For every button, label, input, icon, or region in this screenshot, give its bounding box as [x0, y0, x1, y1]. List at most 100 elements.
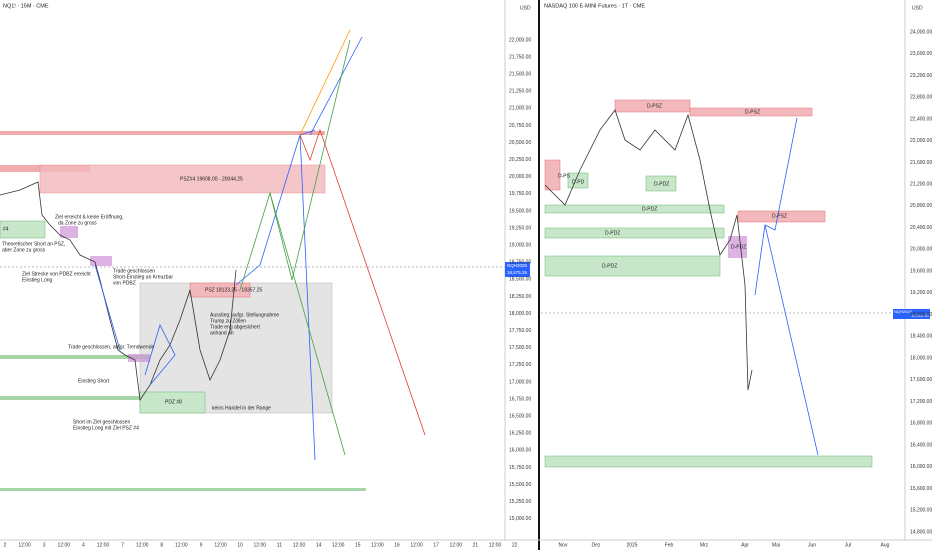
zone	[60, 226, 78, 238]
annotation: Short-Einstieg an Kreuzbar	[113, 274, 173, 280]
price-line	[0, 181, 237, 402]
zone	[614, 99, 691, 113]
price-axis-label: 17,500.00	[509, 345, 531, 351]
annotation: Einstieg Short	[78, 378, 110, 384]
time-axis-label: 8	[160, 542, 163, 548]
annotation: von PDBZ	[113, 280, 136, 286]
annotation: PDZ #8	[165, 399, 182, 405]
zone	[0, 488, 366, 491]
zone	[128, 354, 150, 362]
time-axis-label: 12:00	[332, 542, 345, 548]
price-label: 18,575.25	[507, 270, 528, 275]
time-axis-label: 14	[316, 542, 322, 548]
annotation: da Zone zu gross	[58, 220, 97, 226]
annotation: D-PSZ	[772, 213, 787, 219]
zone	[544, 227, 725, 239]
time-axis-label: 7	[121, 542, 124, 548]
time-axis-label: 17	[433, 542, 439, 548]
price-axis-label: 24,000.00	[910, 29, 932, 35]
annotation: Short im Ziel geschlossen	[73, 419, 130, 425]
price-axis-label: 15,000.00	[509, 516, 531, 522]
annotation: PSZ#4 19608.00 - 20044.25	[180, 176, 243, 182]
price-axis-label: 22,800.00	[910, 95, 932, 101]
zone	[689, 107, 813, 117]
time-axis-label: 12:00	[58, 542, 71, 548]
time-axis-label: 12:00	[254, 542, 267, 548]
annotation: Ausstieg: aufgr. Stellungnahme	[210, 312, 279, 318]
price-axis-label: 16,500.00	[509, 414, 531, 420]
chart-title: NASDAQ 100 E-MINI Futures · 1T · CME	[544, 3, 645, 9]
time-axis-label: 12:00	[450, 542, 463, 548]
zone	[567, 172, 589, 189]
annotation: aber Zone zu gross	[2, 247, 46, 253]
annotation: D-PS	[558, 173, 571, 179]
annotation: Trade geschlossen, aufgr. Trendwende	[68, 344, 154, 350]
price-badge	[893, 309, 930, 319]
zone	[39, 164, 326, 194]
zone	[139, 391, 206, 414]
time-axis-label: 12:00	[293, 542, 306, 548]
price-axis-label: 19,250.00	[509, 225, 531, 231]
price-axis-label: 18,750.00	[509, 260, 531, 266]
zone	[544, 159, 561, 191]
annotation: Ziel Strecke von PDBZ erreicht	[22, 271, 91, 277]
zone	[90, 256, 112, 266]
time-axis-label: Mrz	[700, 542, 709, 548]
annotation: D-PSZ	[745, 109, 760, 115]
price-axis-label: 20,750.00	[509, 123, 531, 129]
annotation: D-PDZ	[642, 206, 657, 212]
price-axis-label: 15,600.00	[910, 486, 932, 492]
price-axis-label: 18,000.00	[910, 355, 932, 361]
price-axis-label: 19,200.00	[910, 290, 932, 296]
annotation: Theoretischer Short an PSZ,	[2, 241, 65, 247]
price-axis-label: 19,500.00	[509, 208, 531, 214]
price-axis-label: 22,000.00	[910, 138, 932, 144]
time-axis-label: 2	[4, 542, 7, 548]
price-axis-label: 18,000.00	[509, 311, 531, 317]
annotation: D-PDZ	[654, 181, 669, 187]
range-box	[139, 282, 333, 414]
annotation: PSZ 18123.25 - 18357.25	[205, 287, 262, 293]
price-label: 18,960.50	[911, 313, 930, 318]
price-axis-label: 21,200.00	[910, 182, 932, 188]
price-axis-label: 20,250.00	[509, 157, 531, 163]
zone	[728, 236, 747, 258]
price-axis-label: 16,000.00	[910, 464, 932, 470]
price-axis-label: 17,750.00	[509, 328, 531, 334]
time-axis-label: Aug	[881, 542, 890, 548]
annotation: D-PDZ	[605, 230, 620, 236]
price-axis-label: 16,400.00	[910, 442, 932, 448]
chart-title: NQ1! · 15M · CME	[3, 3, 49, 9]
time-axis-label: Jun	[808, 542, 816, 548]
price-axis-label: 20,000.00	[509, 174, 531, 180]
price-axis-label: 21,000.00	[509, 106, 531, 112]
time-axis-label: 12:00	[410, 542, 423, 548]
time-axis-label: 11	[277, 542, 282, 548]
time-axis-label: 12:00	[97, 542, 110, 548]
price-axis-label: 18,800.00	[910, 312, 932, 318]
price-axis-label: 21,250.00	[509, 89, 531, 95]
zone	[645, 175, 677, 192]
price-axis-label: 15,750.00	[509, 465, 531, 471]
price-axis-label: 23,200.00	[910, 73, 932, 79]
time-axis-label: Nov	[559, 542, 568, 548]
symbol-label: NQH2025	[507, 263, 528, 268]
currency: USD	[912, 5, 923, 11]
price-axis-label: 18,250.00	[509, 294, 531, 300]
price-badge	[505, 262, 530, 277]
currency: USD	[520, 5, 531, 11]
price-axis-label: 15,250.00	[509, 499, 531, 505]
time-axis-label: Dez	[592, 542, 601, 548]
right-panel: NQH2025 18,960.50 NASDAQ 100 E-MINI Futu…	[541, 0, 930, 540]
time-axis-label: Feb	[665, 542, 674, 548]
projection-arrows	[754, 117, 819, 456]
annotation: D-PSZ	[647, 103, 662, 109]
zone	[544, 455, 873, 468]
time-axis-label: 12:00	[136, 542, 149, 548]
price-axis-label: 20,400.00	[910, 225, 932, 231]
time-axis-label: 12:00	[371, 542, 384, 548]
annotation: Trade eng abgesichert	[210, 324, 260, 330]
annotation: Ziel erreicht & keine Eröffnung,	[55, 214, 124, 220]
price-axis-label: 20,800.00	[910, 203, 932, 209]
